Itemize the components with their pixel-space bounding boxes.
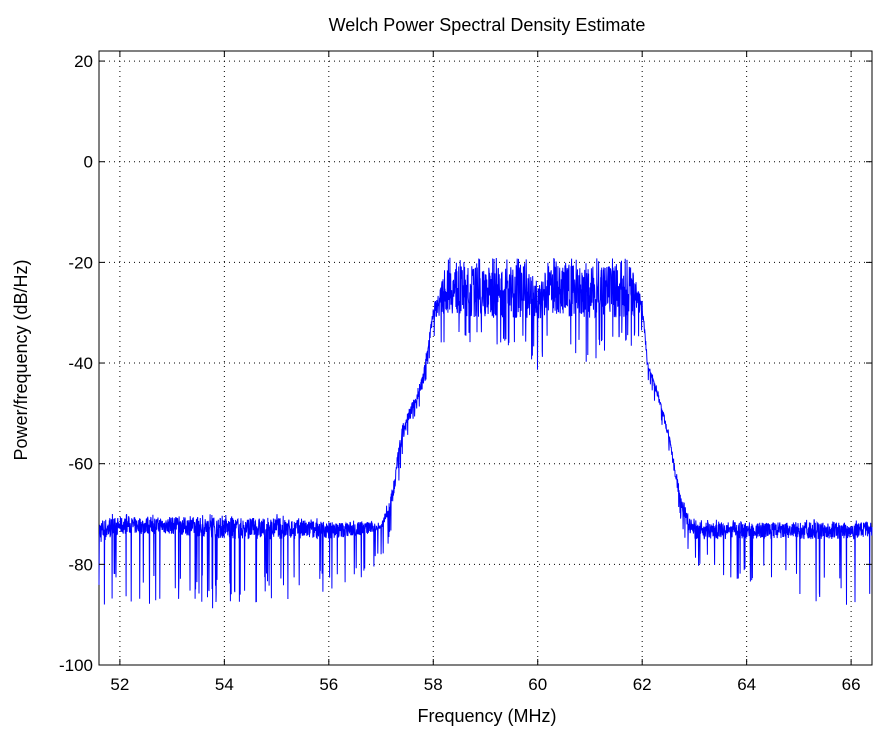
y-tick-label: 20 [74,52,93,71]
y-axis-title: Power/frequency (dB/Hz) [11,259,31,460]
x-tick-label: 52 [110,675,129,694]
y-tick-label: -20 [68,253,93,272]
y-tick-label: -80 [68,555,93,574]
x-tick-label: 66 [842,675,861,694]
psd-trace [98,257,873,609]
x-axis-title: Frequency (MHz) [417,706,556,726]
x-tick-label: 54 [215,675,234,694]
y-tick-label: 0 [84,153,93,172]
x-tick-label: 58 [424,675,443,694]
axis-ticks: 52 54 56 58 60 62 64 66 -100 -80 -60 -40 -20 0 20 [59,51,872,694]
y-tick-label: -100 [59,656,93,675]
x-tick-label: 56 [319,675,338,694]
psd-series-line [98,257,873,609]
chart-title: Welch Power Spectral Density Estimate [329,15,646,35]
y-tick-label: -60 [68,455,93,474]
y-tick-label: -40 [68,354,93,373]
x-tick-label: 64 [737,675,756,694]
x-tick-label: 60 [528,675,547,694]
plot-area [98,50,873,666]
x-tick-label: 62 [633,675,652,694]
